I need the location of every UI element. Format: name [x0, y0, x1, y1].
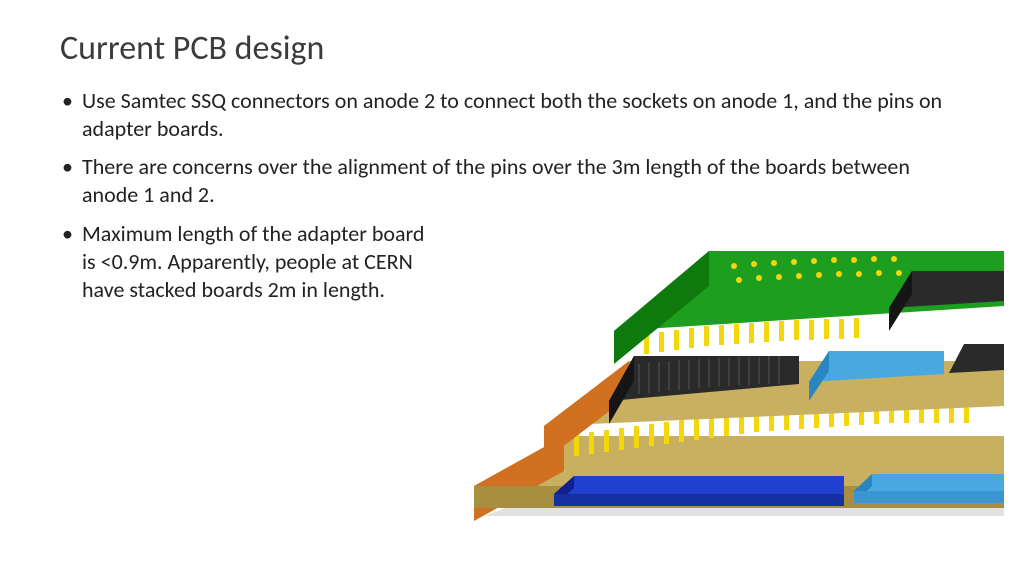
connector-skyblue [854, 474, 1004, 491]
bullet-item: There are concerns over the alignment of… [60, 153, 964, 209]
slide-title: Current PCB design [60, 28, 964, 69]
bullet-text: There are concerns over the alignment of… [82, 153, 910, 208]
pcb-svg [444, 236, 1004, 536]
connector-dark-mid-right [949, 344, 1004, 373]
bullet-text: Maximum length of the adapter board is <… [82, 220, 424, 303]
bullet-item: Use Samtec SSQ connectors on anode 2 to … [60, 87, 964, 143]
bullet-text: Use Samtec SSQ connectors on anode 2 to … [82, 87, 942, 142]
slide: Current PCB design Use Samtec SSQ connec… [0, 0, 1024, 576]
bullet-item: Maximum length of the adapter board is <… [60, 220, 440, 304]
connector-blue [554, 476, 844, 494]
pcb-diagram [444, 236, 1004, 536]
